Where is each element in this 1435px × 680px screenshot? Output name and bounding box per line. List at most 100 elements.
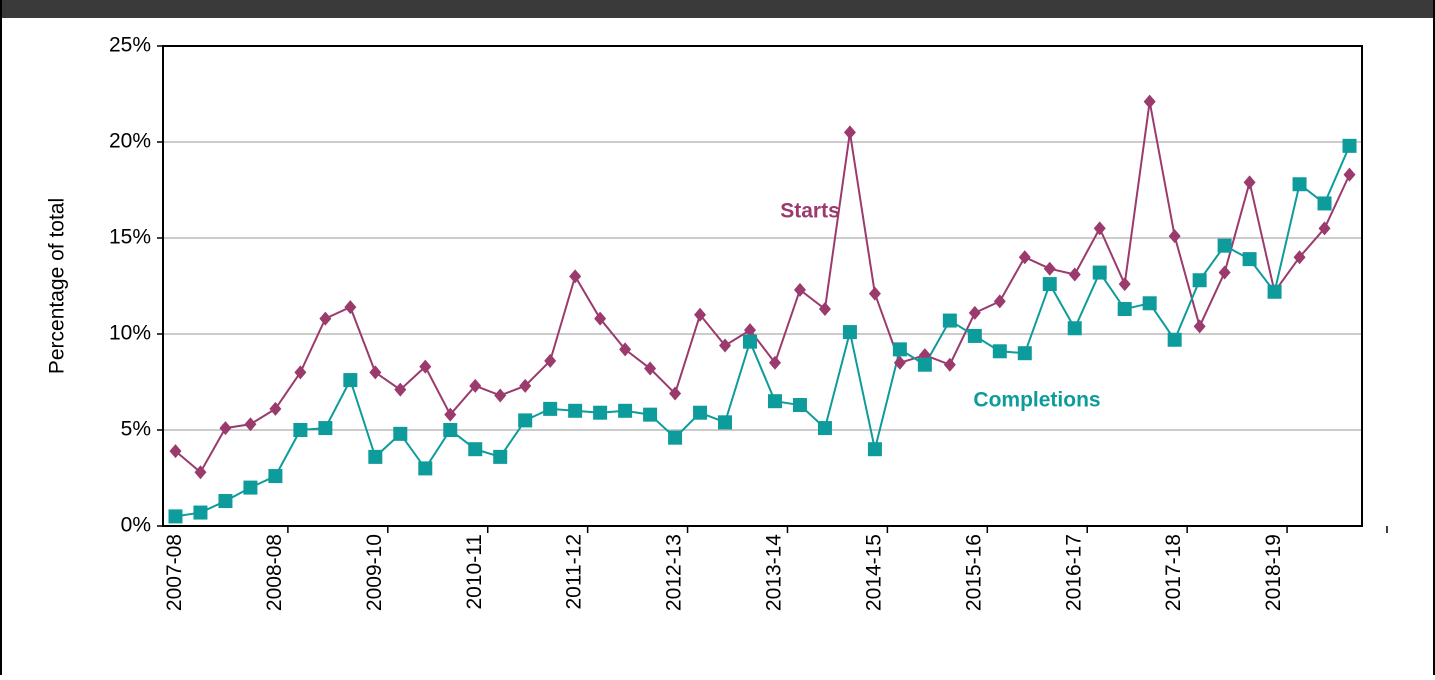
marker: [494, 388, 507, 403]
marker: [1143, 94, 1156, 109]
series-label: Completions: [973, 389, 1100, 412]
x-tick-label: 2015-16: [962, 534, 985, 611]
x-tick-label: 2017-18: [1162, 534, 1185, 611]
marker: [1043, 261, 1056, 276]
marker: [1067, 321, 1082, 336]
x-tick-label: 2018-19: [1262, 534, 1285, 611]
y-tick-label: 5%: [121, 418, 151, 441]
marker: [1042, 277, 1057, 292]
marker: [568, 403, 583, 418]
marker: [594, 311, 607, 326]
marker: [193, 505, 208, 520]
marker: [1342, 138, 1357, 153]
marker: [842, 325, 857, 340]
marker: [644, 361, 657, 376]
x-tick-label: 2011-12: [563, 534, 586, 610]
series-line: [175, 145, 1351, 518]
marker: [368, 449, 383, 464]
y-tick-label: 0%: [121, 514, 151, 537]
marker: [1068, 267, 1081, 282]
marker: [293, 423, 308, 437]
marker: [519, 378, 532, 393]
marker: [1092, 265, 1107, 280]
marker: [1293, 250, 1306, 265]
header-bar: [0, 0, 1435, 18]
marker: [942, 313, 957, 328]
marker: [593, 405, 608, 420]
marker: [968, 305, 981, 320]
y-tick-label: 10%: [109, 322, 151, 345]
marker: [469, 378, 482, 393]
marker: [369, 365, 382, 380]
marker: [394, 382, 407, 397]
marker: [792, 398, 807, 413]
marker: [268, 469, 283, 484]
marker: [867, 442, 882, 457]
marker: [818, 302, 831, 317]
x-tick-label: 2012-13: [663, 534, 686, 611]
marker: [1242, 252, 1257, 267]
marker: [343, 373, 358, 388]
marker: [1292, 177, 1307, 192]
marker: [768, 355, 781, 370]
marker: [544, 353, 557, 368]
marker: [269, 401, 282, 416]
marker: [169, 444, 182, 459]
marker: [744, 323, 757, 338]
marker: [917, 357, 932, 372]
series-line: [174, 101, 1351, 474]
marker: [1017, 346, 1032, 361]
marker: [668, 430, 683, 445]
marker: [718, 415, 733, 430]
marker: [1317, 196, 1332, 211]
marker: [318, 421, 333, 436]
marker: [294, 365, 307, 380]
marker: [468, 442, 483, 457]
marker: [1118, 277, 1131, 292]
marker: [243, 480, 258, 495]
x-tick-label: 2008-08: [263, 534, 286, 611]
marker: [344, 300, 357, 315]
marker: [244, 417, 257, 432]
marker: [1343, 167, 1356, 182]
marker: [669, 386, 682, 401]
y-tick-label: 15%: [109, 226, 151, 249]
plot-frame: [162, 45, 1363, 527]
marker: [893, 355, 906, 370]
marker: [643, 407, 658, 422]
x-tick-label: 2009-10: [363, 534, 386, 611]
y-tick-label: 20%: [109, 130, 151, 153]
marker: [967, 328, 982, 343]
marker: [694, 307, 707, 322]
marker: [1167, 332, 1182, 347]
marker: [719, 338, 732, 353]
marker: [619, 342, 632, 357]
marker: [1243, 175, 1256, 190]
marker: [1093, 221, 1106, 236]
marker: [194, 465, 207, 480]
marker: [1192, 273, 1207, 288]
marker: [992, 344, 1007, 359]
marker: [1018, 250, 1031, 265]
marker: [993, 294, 1006, 309]
y-axis-title: Percentage of total: [46, 198, 69, 374]
y-tick-label: 25%: [109, 34, 151, 57]
marker: [543, 401, 558, 416]
marker: [218, 494, 233, 509]
marker: [319, 311, 332, 326]
marker: [868, 286, 881, 301]
marker: [219, 421, 232, 436]
marker: [943, 357, 956, 372]
marker: [168, 509, 183, 524]
marker: [1318, 221, 1331, 236]
x-tick-label: 2007-08: [163, 534, 186, 611]
marker: [817, 421, 832, 436]
marker: [493, 449, 508, 464]
marker: [1168, 229, 1181, 244]
marker: [793, 282, 806, 297]
marker: [418, 461, 433, 476]
marker: [1267, 284, 1282, 299]
x-tick-label: 2016-17: [1062, 534, 1085, 611]
marker: [1218, 265, 1231, 280]
